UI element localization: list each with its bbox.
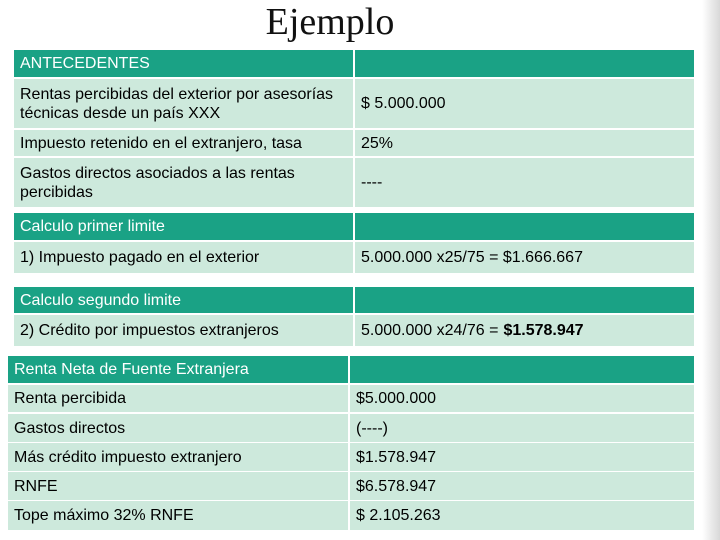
label-text: Gastos directos xyxy=(14,419,126,437)
row-label: Gastos directos asociados a las rentas p… xyxy=(14,158,353,207)
section-header-fill xyxy=(350,356,694,383)
row-value: (----) xyxy=(350,414,694,442)
label-text: 2) Crédito por impuestos extranjeros xyxy=(20,322,279,339)
row-value: 25% xyxy=(355,130,694,156)
section-header-text: ANTECEDENTES xyxy=(20,55,150,72)
value-text: ---- xyxy=(361,174,383,191)
section-header-fill xyxy=(355,287,694,313)
section-header-fill xyxy=(355,50,694,77)
row-label: Rentas percibidas del exterior por aseso… xyxy=(14,79,353,128)
value-text: 5.000.000 x24/76 = xyxy=(361,322,499,339)
value-text: $5.000.000 xyxy=(356,390,437,407)
label-text: 1) Impuesto pagado en el exterior xyxy=(20,249,260,266)
section-header-text: Calculo primer limite xyxy=(20,218,165,235)
label-text: Gastos directos asociados a las rentas p… xyxy=(20,164,295,201)
row-value: ---- xyxy=(355,158,694,207)
row-label: RNFE xyxy=(8,472,348,500)
row-value: 5.000.000 x25/75 = $1.666.667 xyxy=(355,242,694,273)
section-header: Calculo primer limite xyxy=(14,213,353,240)
value-emphasis: $1.578.947 xyxy=(503,322,584,339)
label-text: Más crédito impuesto extranjero xyxy=(14,448,242,466)
row-value: $ 5.000.000 xyxy=(355,79,694,128)
value-text: $6.578.947 xyxy=(356,477,437,495)
value-text: 5.000.000 x25/75 = $1.666.667 xyxy=(361,249,583,266)
slide-edge xyxy=(702,0,720,540)
section-header: Calculo segundo limite xyxy=(14,287,353,313)
row-label: Impuesto retenido en el extranjero, tasa xyxy=(14,130,353,156)
value-text: $ 5.000.000 xyxy=(361,95,446,112)
row-label: Renta percibida xyxy=(8,385,348,412)
slide-title: Ejemplo xyxy=(265,1,395,43)
value-text: $1.578.947 xyxy=(356,448,437,466)
row-value: 5.000.000 x24/76 = $1.578.947 xyxy=(355,315,694,346)
section-header-text: Calculo segundo limite xyxy=(20,291,181,309)
section-header-fill xyxy=(355,213,694,240)
value-text: $ 2.105.263 xyxy=(356,507,441,524)
row-label: Más crédito impuesto extranjero xyxy=(8,443,348,471)
section-header: Renta Neta de Fuente Extranjera xyxy=(8,356,348,383)
row-value: $1.578.947 xyxy=(350,443,694,471)
label-text: Renta percibida xyxy=(14,390,127,407)
label-text: Tope máximo 32% RNFE xyxy=(14,507,194,524)
row-value: $ 2.105.263 xyxy=(350,501,694,530)
row-value: $6.578.947 xyxy=(350,472,694,500)
section-header: ANTECEDENTES xyxy=(14,50,353,77)
label-text: Impuesto retenido en el extranjero, tasa xyxy=(20,134,302,152)
row-value: $5.000.000 xyxy=(350,385,694,412)
row-label: 2) Crédito por impuestos extranjeros xyxy=(14,315,353,346)
value-text: (----) xyxy=(356,419,388,437)
label-text: RNFE xyxy=(14,477,58,495)
row-label: Tope máximo 32% RNFE xyxy=(8,501,348,530)
value-text: 25% xyxy=(361,134,394,152)
label-text: Rentas percibidas del exterior por aseso… xyxy=(20,85,334,122)
section-header-text: Renta Neta de Fuente Extranjera xyxy=(14,361,249,378)
row-label: 1) Impuesto pagado en el exterior xyxy=(14,242,353,273)
row-label: Gastos directos xyxy=(8,414,348,442)
